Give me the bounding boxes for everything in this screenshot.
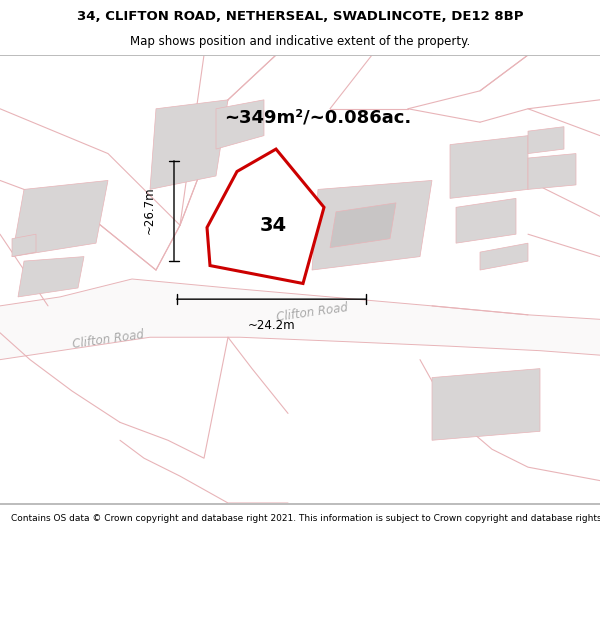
Text: Clifton Road: Clifton Road [71,328,145,351]
Text: ~24.2m: ~24.2m [248,319,295,332]
Polygon shape [150,100,228,189]
Text: Contains OS data © Crown copyright and database right 2021. This information is : Contains OS data © Crown copyright and d… [11,514,600,523]
Polygon shape [12,181,108,257]
Polygon shape [18,257,84,297]
Polygon shape [12,234,36,257]
Text: ~26.7m: ~26.7m [143,187,156,234]
Polygon shape [0,279,600,359]
Polygon shape [330,203,396,248]
Text: 34: 34 [259,216,287,235]
Polygon shape [528,127,564,154]
Polygon shape [432,369,540,440]
Text: Clifton Road: Clifton Road [275,301,349,324]
Polygon shape [528,154,576,189]
Text: 34, CLIFTON ROAD, NETHERSEAL, SWADLINCOTE, DE12 8BP: 34, CLIFTON ROAD, NETHERSEAL, SWADLINCOT… [77,10,523,23]
Polygon shape [216,100,264,149]
Polygon shape [450,136,528,198]
Text: Map shows position and indicative extent of the property.: Map shows position and indicative extent… [130,35,470,48]
Polygon shape [480,243,528,270]
Text: ~349m²/~0.086ac.: ~349m²/~0.086ac. [224,109,412,127]
Polygon shape [207,149,324,284]
Polygon shape [456,198,516,243]
Polygon shape [312,181,432,270]
